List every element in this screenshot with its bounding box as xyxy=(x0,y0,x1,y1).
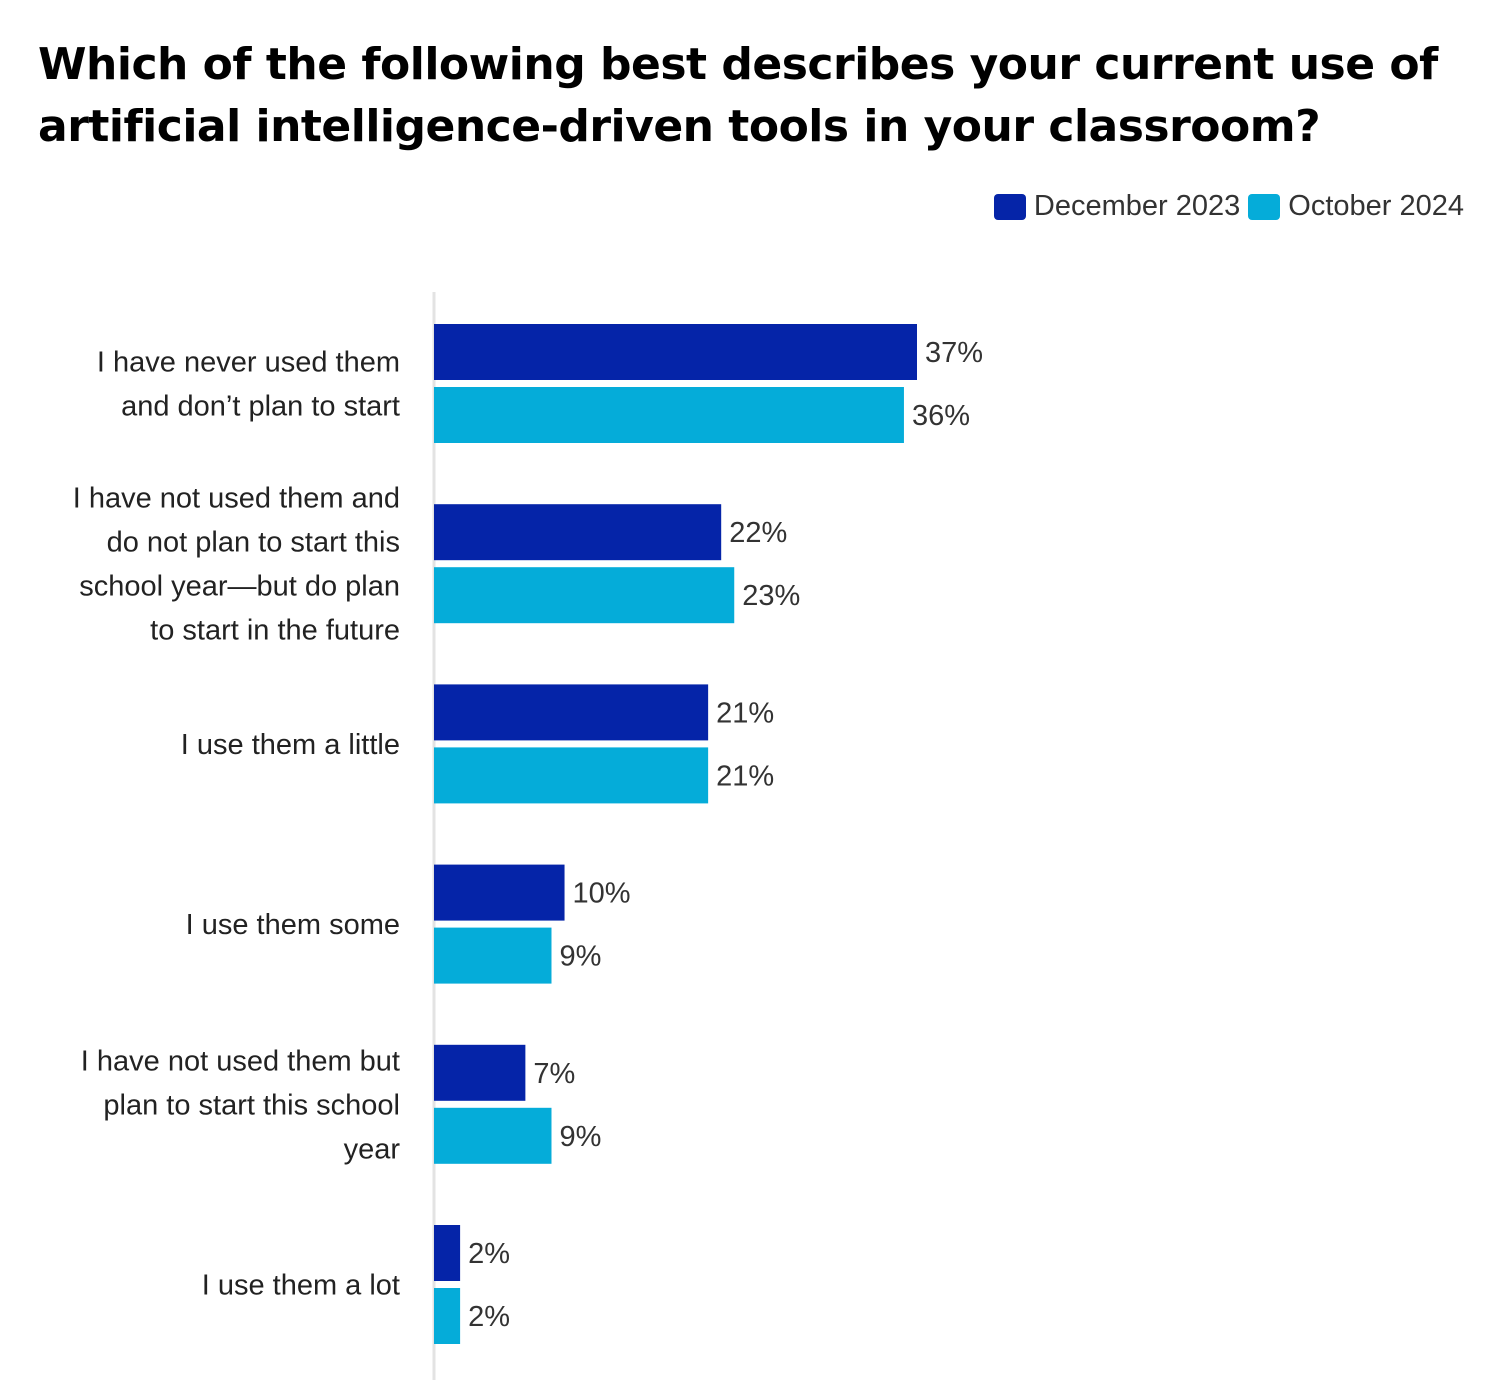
category-label-line: I have not used them and xyxy=(73,483,400,515)
category-label: I use them some xyxy=(186,909,400,941)
bar xyxy=(434,387,904,443)
bar xyxy=(434,1288,461,1344)
bar xyxy=(434,864,565,921)
category-label-line: plan to start this school xyxy=(103,1089,400,1121)
legend-swatch-december-2023 xyxy=(993,193,1026,220)
bar xyxy=(434,324,917,380)
category-label-line: I use them a lot xyxy=(202,1270,400,1302)
data-label: 2% xyxy=(468,1301,510,1333)
legend: December 2023 October 2024 xyxy=(986,190,1464,223)
category-label: I have not used them and do not plan to s… xyxy=(73,483,400,647)
category-label: I use them a little xyxy=(181,729,400,761)
data-label: 7% xyxy=(533,1058,575,1090)
category-label-line: school year—but do plan xyxy=(79,571,400,603)
data-label: 9% xyxy=(559,941,601,973)
data-label: 9% xyxy=(559,1121,601,1153)
bar xyxy=(434,1225,461,1281)
chart-title: Which of the following best describes yo… xyxy=(38,39,1438,152)
bar xyxy=(434,684,709,741)
category-label-line: I use them a little xyxy=(181,729,400,761)
bar xyxy=(434,1044,526,1101)
category-label-line: I use them some xyxy=(186,909,400,941)
data-label: 37% xyxy=(925,337,983,369)
category-label-line: to start in the future xyxy=(150,615,400,647)
bar xyxy=(434,504,722,561)
data-label: 21% xyxy=(716,697,774,729)
legend-item-october-2024: October 2024 xyxy=(1248,190,1464,223)
bar xyxy=(434,1107,552,1164)
data-label: 21% xyxy=(716,760,774,792)
bar xyxy=(434,567,735,624)
category-label-line: do not plan to start this xyxy=(107,527,400,559)
category-label: I have never used them and don’t plan to … xyxy=(97,347,400,423)
legend-item-december-2023: December 2023 xyxy=(993,190,1241,223)
bar xyxy=(434,927,552,984)
data-label: 10% xyxy=(573,878,631,910)
category-label-line: and don’t plan to start xyxy=(121,391,400,423)
legend-label-december-2023: December 2023 xyxy=(1033,190,1241,222)
category-label: I use them a lot xyxy=(202,1270,400,1302)
category-label: I have not used them but plan to start th… xyxy=(81,1045,401,1165)
legend-swatch-october-2024 xyxy=(1248,193,1281,220)
data-label: 2% xyxy=(468,1238,510,1270)
data-label: 22% xyxy=(729,517,787,549)
data-label: 23% xyxy=(742,580,800,612)
data-label: 36% xyxy=(912,400,970,432)
category-label-line: I have not used them but xyxy=(81,1045,400,1077)
category-label-line: I have never used them xyxy=(97,347,400,379)
category-label-line: year xyxy=(344,1133,401,1165)
bar xyxy=(434,747,709,804)
legend-label-october-2024: October 2024 xyxy=(1288,190,1464,222)
